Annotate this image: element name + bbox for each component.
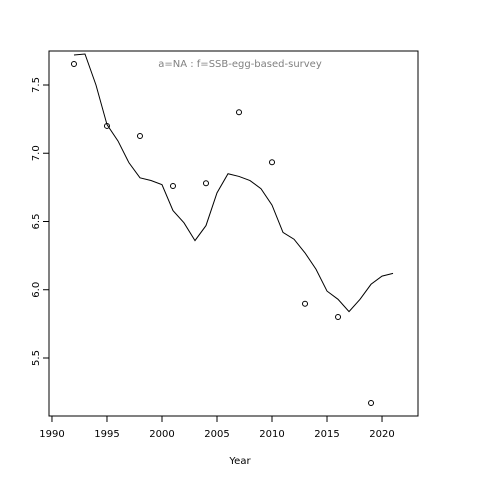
x-tick-label: 2005 [204, 429, 229, 440]
annotation: a=NA : f=SSB-egg-based-survey [158, 59, 322, 70]
y-tick-label: 7.0 [31, 145, 42, 161]
y-tick-label: 7.5 [31, 77, 42, 93]
point [335, 314, 342, 321]
point [302, 300, 309, 307]
x-tick-label: 2000 [149, 429, 174, 440]
point [103, 122, 110, 129]
point [136, 133, 143, 140]
x-tick-label: 2010 [259, 429, 284, 440]
x-tick-label: 2015 [314, 429, 339, 440]
y-tick-label: 6.0 [31, 282, 42, 298]
x-tick-label: 2020 [369, 429, 394, 440]
point [236, 109, 243, 116]
line [73, 53, 394, 313]
y-tick-label: 5.5 [31, 350, 42, 366]
y-tick-label: 6.5 [31, 214, 42, 230]
point [169, 182, 176, 189]
x-tick-label: 1990 [39, 429, 64, 440]
point [70, 60, 77, 67]
point [269, 159, 276, 166]
x-tick-label: 1995 [94, 429, 119, 440]
x-axis-label: Year [228, 456, 251, 467]
point [202, 180, 209, 187]
point [368, 400, 375, 407]
